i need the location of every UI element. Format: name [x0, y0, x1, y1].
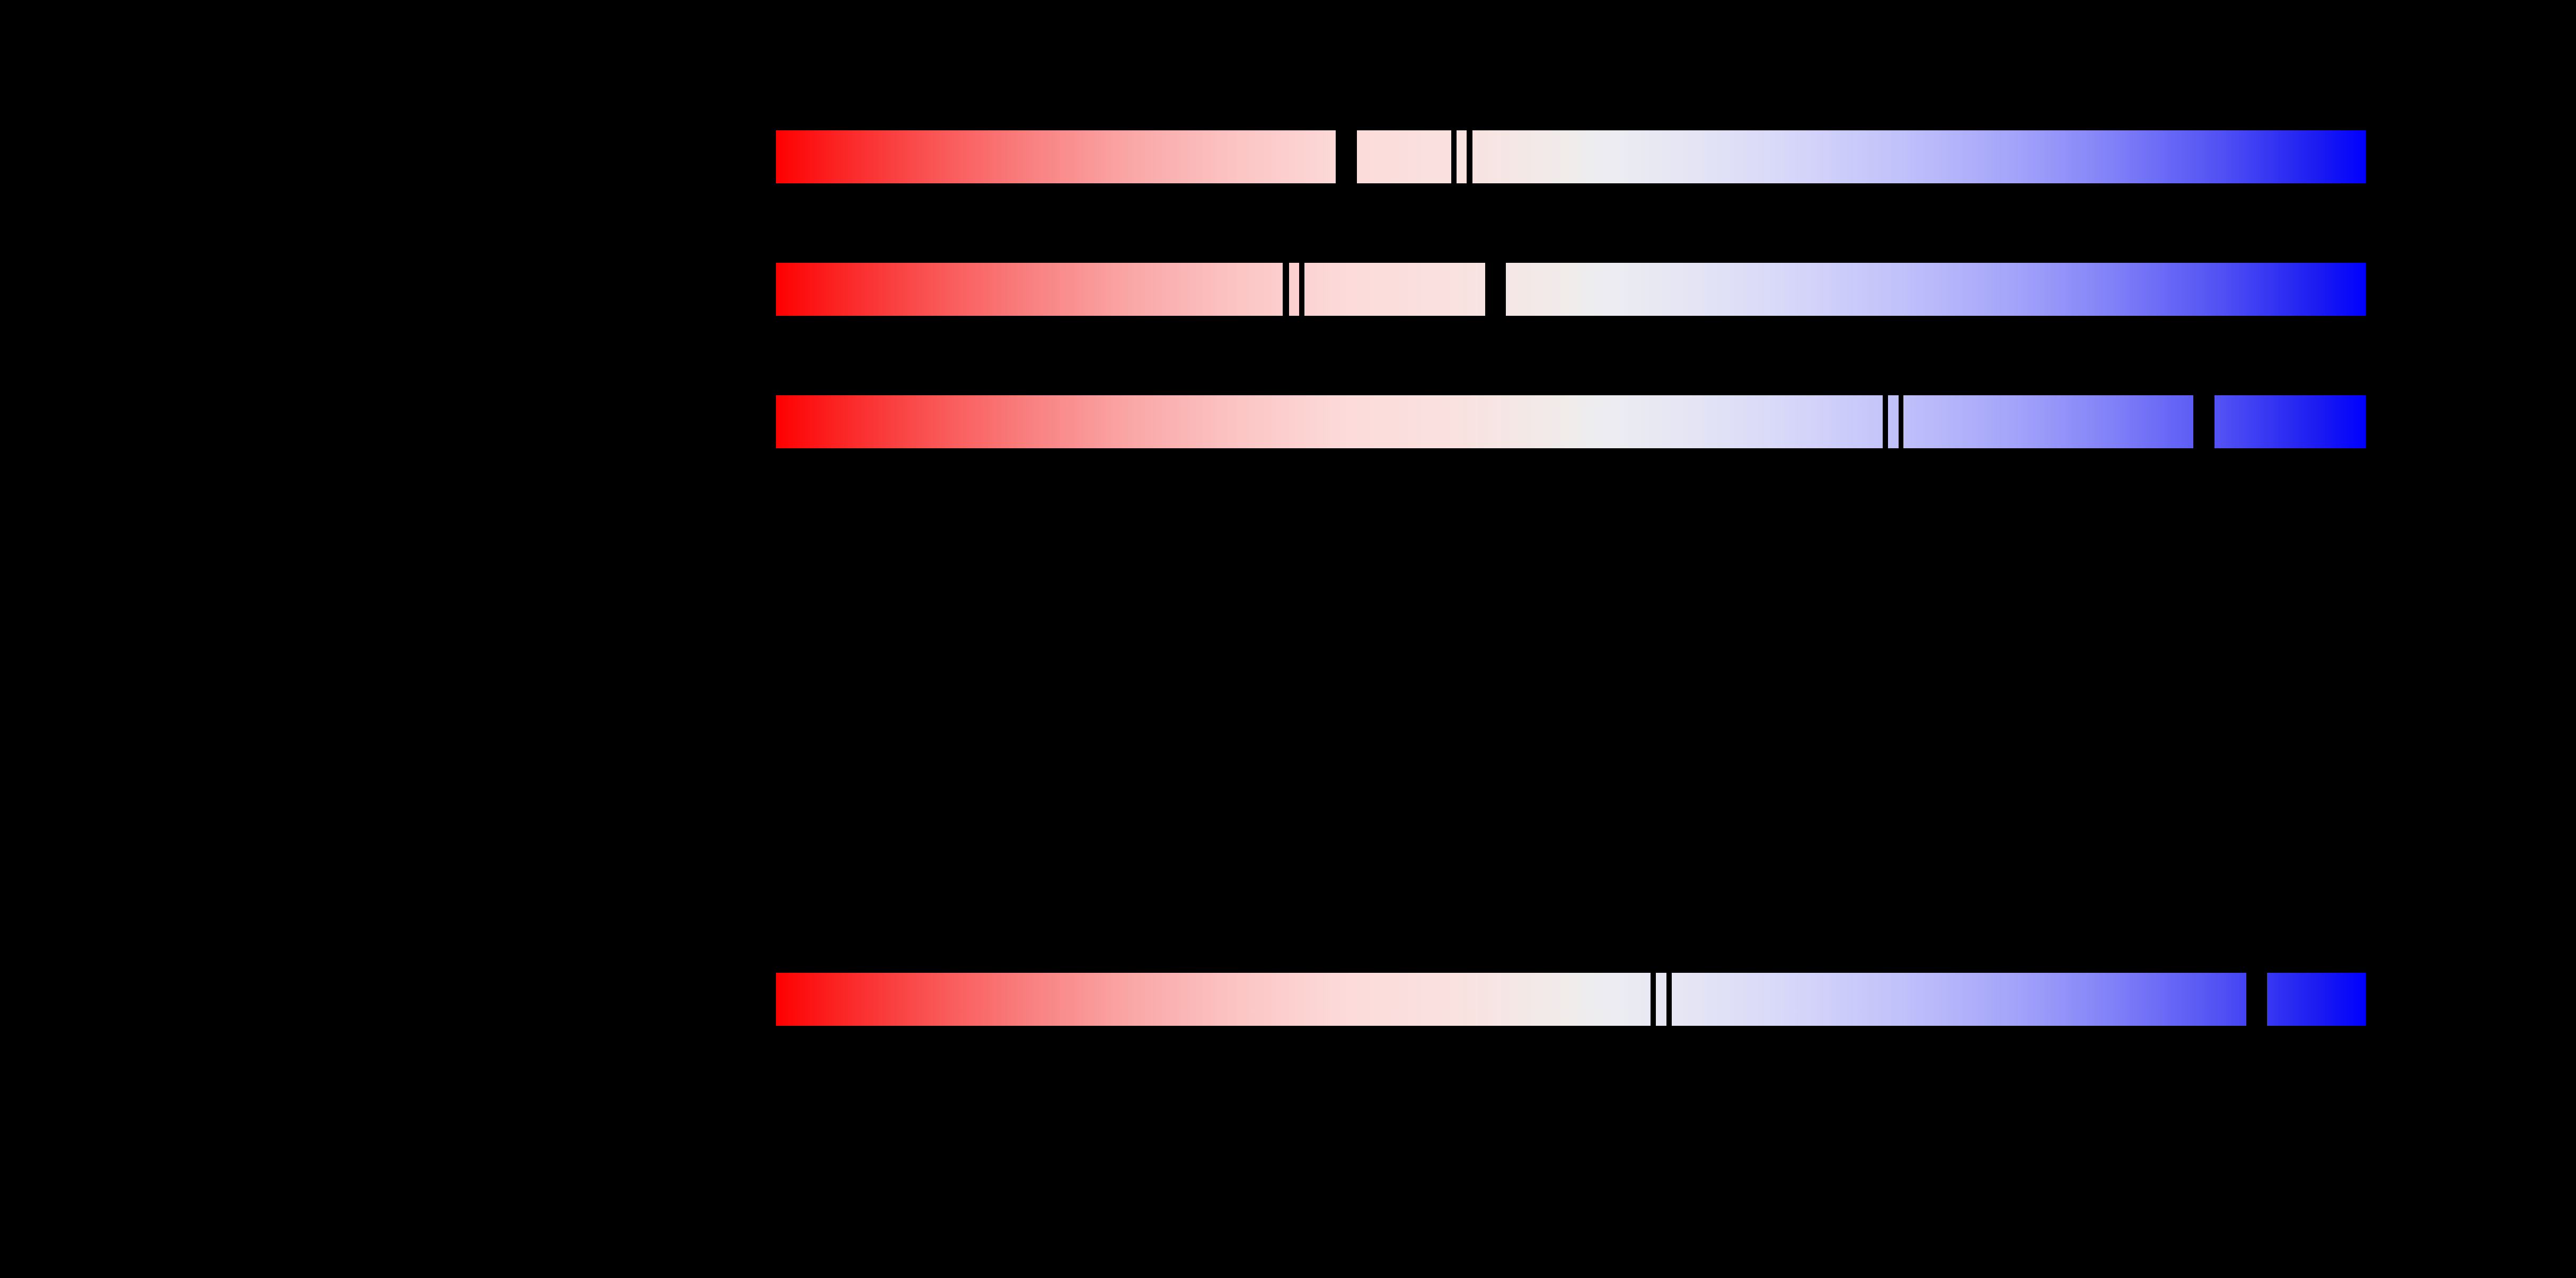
bar-gap-separator: [1336, 130, 1357, 183]
bar-tick-separator: [1467, 130, 1472, 183]
bar-tick-separator: [1899, 395, 1903, 448]
gradient-bar-bar-2: [776, 263, 2366, 316]
gradient-bar-bar-3: [776, 395, 2366, 448]
bar-tick-separator: [1299, 263, 1304, 316]
bar-gap-separator: [2246, 973, 2267, 1026]
bar-tick-separator: [1651, 973, 1656, 1026]
bar-tick-separator: [1451, 130, 1457, 183]
bar-tick-separator: [1883, 395, 1888, 448]
bar-tick-separator: [1666, 973, 1672, 1026]
bar-gap-separator: [2193, 395, 2215, 448]
bar-gap-separator: [1485, 263, 1506, 316]
bar-tick-separator: [1283, 263, 1289, 316]
gradient-bar-bar-4: [776, 973, 2366, 1026]
gradient-bar-bar-1: [776, 130, 2366, 183]
